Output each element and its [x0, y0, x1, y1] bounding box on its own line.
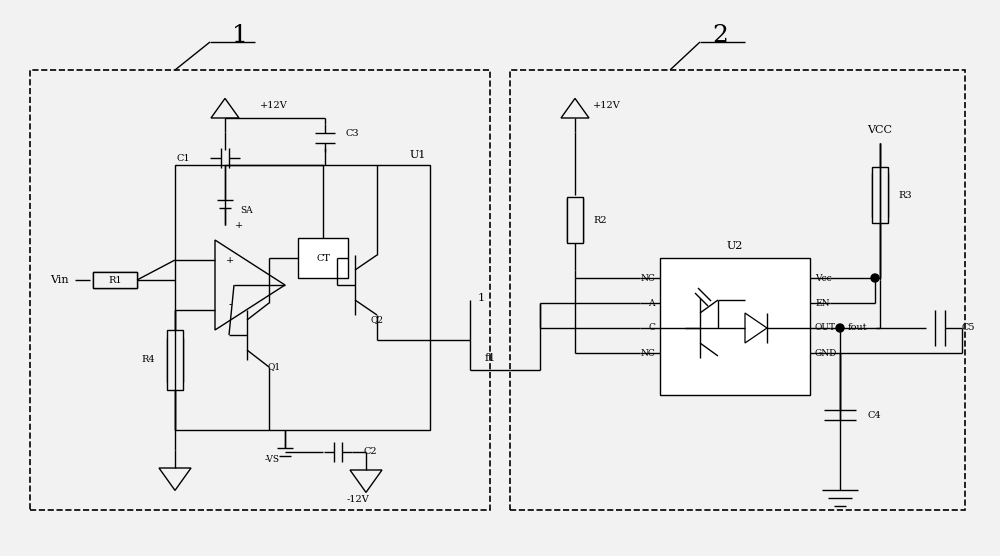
Bar	[30, 70, 490, 510]
Text: C4: C4	[868, 410, 882, 419]
Text: -12V: -12V	[347, 495, 369, 504]
Text: SA: SA	[240, 206, 253, 215]
Text: +12V: +12V	[260, 101, 288, 110]
Bar	[93, 272, 137, 288]
Text: C1: C1	[176, 153, 190, 162]
Bar	[175, 165, 430, 430]
Text: C: C	[648, 324, 655, 332]
Text: C5: C5	[962, 324, 975, 332]
Text: fout: fout	[848, 324, 868, 332]
Bar	[93, 272, 137, 288]
Text: C2: C2	[363, 448, 377, 456]
Text: R2: R2	[593, 216, 607, 225]
Text: NC: NC	[640, 274, 655, 282]
Bar	[167, 338, 183, 382]
Text: 1: 1	[478, 293, 485, 303]
Text: f1: f1	[484, 353, 496, 363]
Text: Vin: Vin	[50, 275, 69, 285]
Text: R3: R3	[898, 191, 912, 200]
Text: Q2: Q2	[370, 315, 383, 325]
Text: CT: CT	[316, 254, 330, 262]
Bar	[567, 198, 583, 242]
Bar	[872, 167, 888, 223]
Text: OUT: OUT	[815, 324, 836, 332]
Text: +: +	[226, 256, 234, 265]
Text: 1: 1	[232, 23, 248, 47]
Bar	[567, 197, 583, 243]
Bar	[167, 330, 183, 390]
Text: A: A	[648, 299, 655, 307]
Text: 2: 2	[712, 23, 728, 47]
Circle shape	[836, 324, 844, 332]
Text: Vcc: Vcc	[815, 274, 832, 282]
Bar	[660, 258, 810, 395]
Text: +: +	[235, 221, 243, 230]
Text: C3: C3	[345, 128, 359, 137]
Text: +12V: +12V	[593, 101, 621, 110]
Text: U1: U1	[410, 150, 426, 160]
Text: NC: NC	[640, 349, 655, 358]
Circle shape	[871, 274, 879, 282]
Text: -: -	[228, 300, 232, 310]
Text: R1: R1	[108, 276, 122, 285]
Text: VCC: VCC	[867, 125, 892, 135]
Text: Q1: Q1	[267, 363, 280, 371]
Text: U2: U2	[727, 241, 743, 251]
Bar	[872, 173, 888, 217]
Text: GND: GND	[815, 349, 837, 358]
Text: -VS: -VS	[265, 455, 280, 464]
Text: EN: EN	[815, 299, 829, 307]
Bar	[510, 70, 965, 510]
Text: R4: R4	[141, 355, 155, 365]
Bar	[298, 238, 348, 278]
